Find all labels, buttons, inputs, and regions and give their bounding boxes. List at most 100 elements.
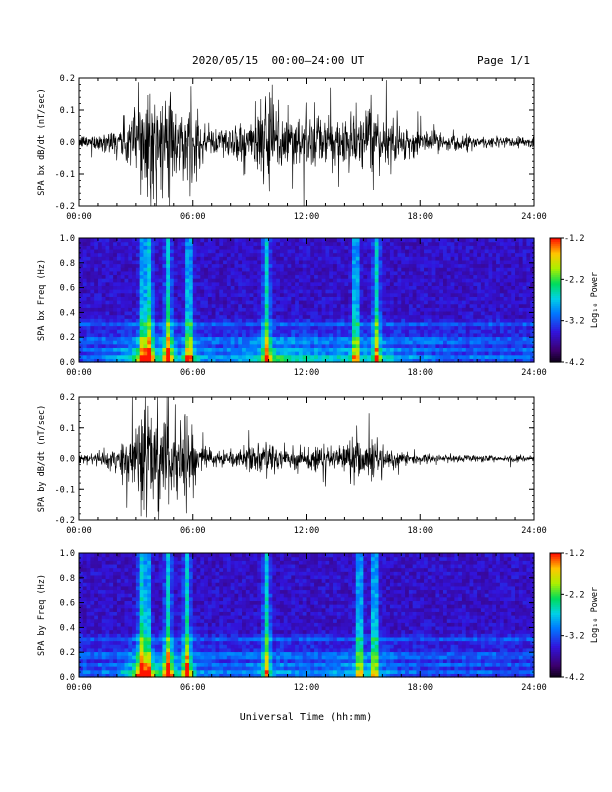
spectrogram-cell [492, 296, 497, 301]
spectrogram-cell [268, 292, 273, 297]
spectrogram-cell [257, 354, 262, 359]
spectrogram-cell [389, 347, 395, 352]
spectrogram-cell [181, 332, 186, 338]
spectrogram-cell [382, 336, 387, 341]
spectrogram-cell [79, 332, 84, 338]
spectrogram-cell [105, 292, 110, 297]
spectrogram-cell [477, 310, 482, 316]
spectrogram-cell [120, 618, 126, 623]
spectrogram-cell [450, 267, 455, 272]
y-tick-label: 0.4 [60, 308, 75, 318]
spectrogram-cell [207, 318, 213, 323]
spectrogram-cell [477, 252, 482, 257]
spectrogram-cell [86, 278, 91, 283]
spectrogram-cell [370, 267, 376, 272]
spectrogram-cell [230, 289, 236, 294]
spectrogram-cell [245, 332, 251, 338]
spectrogram-cell [480, 281, 486, 287]
spectrogram-cell [340, 252, 346, 257]
spectrogram-cell [185, 274, 190, 279]
spectrogram-cell [116, 622, 122, 627]
spectrogram-cell [492, 351, 497, 356]
spectrogram-cell [245, 336, 251, 341]
spectrogram-cell [158, 332, 164, 338]
spectrogram-cell [458, 358, 463, 363]
spectrogram-cell [253, 256, 258, 261]
x-tick-label: 18:00 [407, 212, 433, 222]
spectrogram-cell [113, 553, 118, 558]
spectrogram-cell [321, 292, 327, 297]
spectrogram-cell [359, 259, 364, 265]
spectrogram-cell [79, 582, 84, 587]
spectrogram-cell [90, 241, 95, 246]
spectrogram-cell [363, 285, 368, 290]
spectrogram-cell [287, 340, 292, 345]
spectrogram-cell [124, 611, 129, 616]
x-tick-label: 18:00 [407, 368, 433, 378]
spectrogram-cell [226, 296, 232, 301]
spectrogram-cell [329, 325, 334, 330]
spectrogram-cell [465, 340, 471, 345]
spectrogram-cell [279, 303, 285, 308]
spectrogram-cell [94, 622, 99, 627]
spectrogram-cell [408, 340, 414, 345]
spectrogram-cell [90, 553, 95, 558]
spectrogram-cell [378, 245, 383, 250]
spectrogram-cell [382, 300, 387, 305]
spectrogram-cell [298, 263, 304, 268]
y-tick-label: -0.2 [55, 202, 75, 212]
spectrogram-cell [439, 296, 444, 301]
spectrogram-cell [120, 647, 126, 653]
spectrogram-cell [427, 336, 433, 341]
spectrogram-cell [439, 292, 444, 297]
spectrogram-cell [499, 241, 505, 246]
spectrogram-cell [120, 274, 126, 279]
spectrogram-cell [397, 310, 402, 316]
spectrogram-cell [94, 574, 99, 580]
spectrogram-cell [82, 245, 88, 250]
spectrogram-cell [359, 332, 364, 338]
spectrogram-cell [128, 618, 133, 623]
x-tick-label: 06:00 [180, 212, 206, 222]
spectrogram-cell [166, 307, 171, 312]
spectrogram-cell [344, 314, 349, 319]
spectrogram-cell [427, 270, 433, 276]
spectrogram-cell [340, 321, 346, 327]
spectrogram-cell [101, 278, 107, 283]
spectrogram-cell [518, 332, 524, 338]
spectrogram-cell [295, 351, 300, 356]
spectrogram-cell [97, 332, 103, 338]
spectrogram-cell [310, 241, 315, 246]
spectrogram-cell [272, 238, 277, 243]
spectrogram-cell [116, 256, 122, 261]
spectrogram-cell [515, 347, 520, 352]
spectrogram-cell [132, 270, 137, 276]
spectrogram-cell [522, 267, 528, 272]
spectrogram-cell [446, 329, 452, 334]
spectrogram-cell [139, 358, 145, 363]
spectrogram-cell [333, 347, 338, 352]
spectrogram-cell [185, 248, 190, 254]
spectrogram-cell [427, 248, 433, 254]
colorbar-segment [550, 316, 561, 320]
spectrogram-cell [363, 347, 368, 352]
spectrogram-cell [314, 281, 319, 287]
spectrogram-cell [298, 289, 304, 294]
spectrogram-cell [173, 245, 179, 250]
spectrogram-cell [298, 278, 304, 283]
spectrogram-cell [427, 259, 433, 265]
spectrogram-cell [443, 281, 448, 287]
spectrogram-cell [268, 300, 273, 305]
spectrogram-cell [192, 325, 198, 330]
spectrogram-cell [499, 248, 505, 254]
spectrogram-cell [139, 354, 145, 359]
spectrogram-cell [530, 343, 535, 349]
spectrogram-cell [386, 296, 391, 301]
spectrogram-cell [226, 270, 232, 276]
spectrogram-cell [363, 267, 368, 272]
spectrogram-cell [204, 351, 209, 356]
y-tick-label: 0.0 [60, 358, 75, 368]
spectrogram-cell [367, 296, 372, 301]
spectrogram-cell [469, 259, 474, 265]
spectrogram-cell [94, 296, 99, 301]
